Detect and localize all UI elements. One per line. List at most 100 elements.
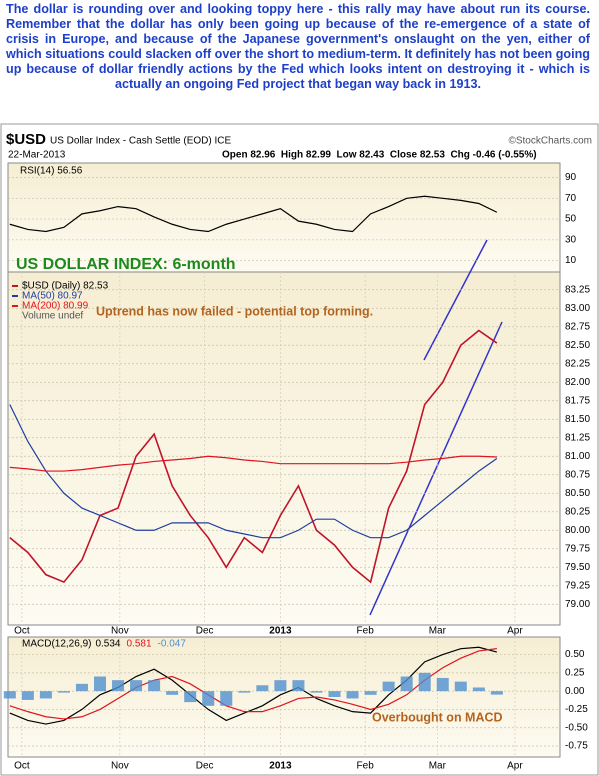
x-tick-label: Feb [357,761,375,772]
y-tick-label: 79.75 [565,543,590,554]
x-tick-label: 2013 [269,626,292,637]
y-tick-label: -0.75 [565,741,588,752]
legend-swatch [12,285,18,287]
x-tick-label: Nov [111,626,129,637]
histogram-bar [418,672,431,692]
y-tick-label: 0.25 [565,667,585,678]
legend-entry: Volume undef [22,311,83,322]
y-tick-label: 80.50 [565,488,590,499]
legend-title: MACD(12,26,9) [22,639,91,650]
chart-title: US DOLLAR INDEX: 6-month [16,256,236,273]
x-tick-label: Mar [429,626,447,637]
histogram-bar [112,680,125,692]
histogram-bar [220,691,233,706]
histogram-bar [202,691,215,706]
legend-entry: -0.047 [158,639,187,650]
y-tick-label: 79.25 [565,580,590,591]
symbol: $USD [6,131,46,148]
x-tick-label: Apr [507,626,523,637]
date: 22-Mar-2013 [8,150,66,161]
histogram-bar [328,691,341,697]
histogram-bar [364,691,377,695]
histogram-bar [490,691,503,695]
histogram-bar [454,681,467,692]
x-tick-label: Dec [196,761,214,772]
y-tick-label: 81.75 [565,395,590,406]
histogram-bar [94,676,106,692]
legend-entry: 0.534 [95,639,120,650]
histogram-bar [436,677,449,692]
trend-line [423,239,488,361]
y-tick-label: 79.00 [565,599,590,610]
histogram-bar [346,691,359,699]
series-line [9,195,498,233]
histogram-bar [39,691,52,699]
histogram-bar [130,680,143,692]
y-tick-label: 81.00 [565,451,590,462]
index-name: US Dollar Index - Cash Settle (EOD) ICE [50,136,231,147]
y-tick-label: 83.00 [565,303,590,314]
x-tick-label: Mar [429,761,447,772]
y-tick-label: 0.00 [565,686,585,697]
histogram-bar [472,687,485,692]
legend-entry: RSI(14) 56.56 [20,166,83,177]
y-tick-label: 80.00 [565,525,590,536]
legend-swatch [12,305,18,307]
y-tick-label: 30 [565,234,577,245]
series-line [9,329,498,584]
histogram-bar [148,680,161,692]
commentary: The dollar is rounding over and looking … [6,2,590,91]
macd-panel [7,636,561,758]
series-line [9,646,498,725]
annotation: Uptrend has now failed - potential top f… [96,304,373,318]
y-tick-label: -0.50 [565,722,588,733]
histogram-bar [3,691,16,699]
y-tick-label: 90 [565,172,577,183]
y-tick-label: -0.25 [565,704,588,715]
quote: Open 82.96 High 82.99 Low 82.43 Close 82… [222,150,537,161]
histogram-bar [400,676,413,692]
x-tick-label: Nov [111,761,129,772]
series-line [9,648,497,720]
y-tick-label: 79.50 [565,562,590,573]
histogram-bar [166,691,179,695]
x-tick-label: Apr [507,761,523,772]
x-tick-label: Oct [14,761,30,772]
histogram-bar [310,691,323,693]
y-tick-label: 82.00 [565,377,590,388]
histogram-bar [184,691,197,703]
x-tick-label: Feb [357,626,375,637]
legend-entry: $USD (Daily) 82.53 [22,281,109,292]
credit: ©StockCharts.com [508,136,592,147]
series-line [9,404,498,539]
trend-line [369,321,503,616]
series-line [9,455,497,472]
histogram-bar [292,680,305,692]
y-tick-label: 83.25 [565,284,590,295]
y-tick-label: 82.75 [565,321,590,332]
histogram-bar [57,691,70,693]
histogram-bar [238,691,251,693]
price-panel [7,271,561,626]
legend-entry: MA(50) 80.97 [22,291,83,302]
rsi-panel [7,162,561,273]
histogram-bar [256,685,269,692]
y-tick-label: 82.50 [565,340,590,351]
histogram-bar [382,681,395,692]
y-tick-label: 10 [565,255,577,266]
y-tick-label: 82.25 [565,358,590,369]
annotation: Overbought on MACD [372,710,503,724]
y-tick-label: 80.75 [565,469,590,480]
x-tick-label: Oct [14,626,30,637]
histogram-bar [75,683,88,692]
y-tick-label: 81.25 [565,432,590,443]
x-tick-label: 2013 [269,761,292,772]
histogram-bar [274,680,287,692]
legend-swatch [12,295,18,297]
legend-entry: MA(200) 80.99 [22,301,89,312]
y-tick-label: 0.50 [565,649,585,660]
x-tick-label: Dec [196,626,214,637]
y-tick-label: 70 [565,193,577,204]
y-tick-label: 81.50 [565,414,590,425]
